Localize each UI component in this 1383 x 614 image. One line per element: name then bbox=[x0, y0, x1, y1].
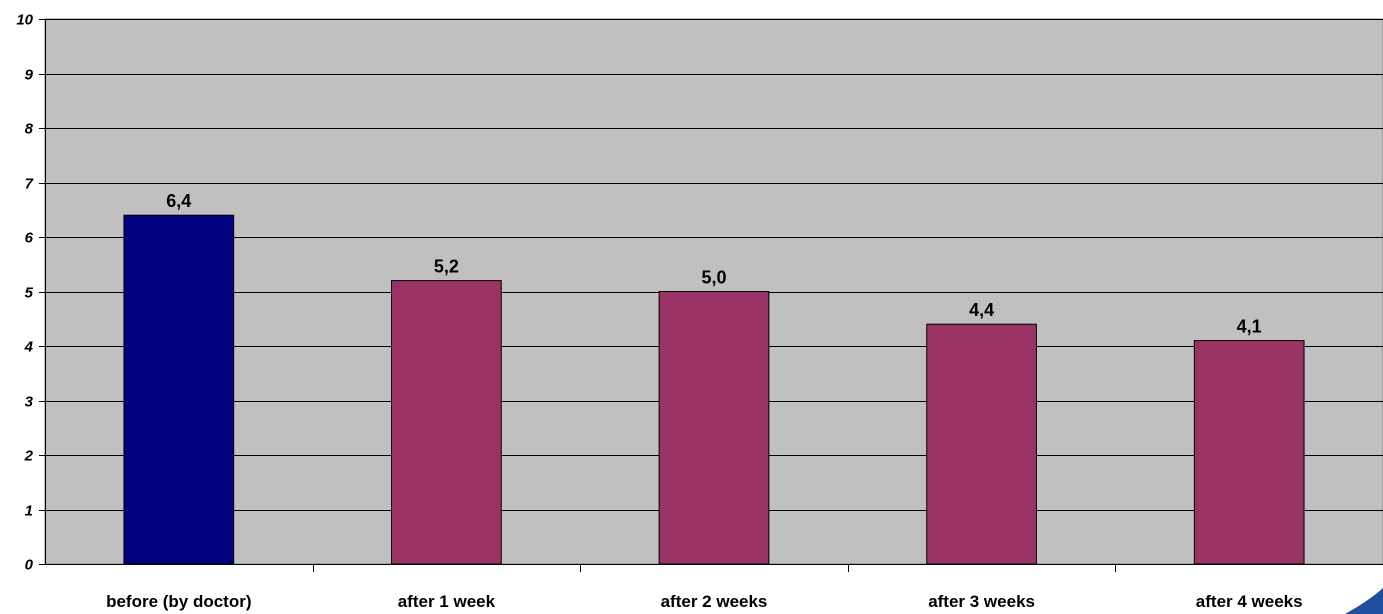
bar bbox=[123, 214, 235, 565]
y-tick-label: 4 bbox=[24, 339, 34, 356]
data-label: 6,4 bbox=[166, 191, 191, 211]
x-category-label: before (by doctor) bbox=[106, 592, 251, 611]
x-category-label: after 4 weeks bbox=[1196, 592, 1303, 611]
axes: 0 1 2 3 4 5 6 7 8 9 10 bbox=[16, 12, 1383, 574]
corner-swoosh-decoration bbox=[1345, 588, 1383, 614]
data-label: 5,0 bbox=[701, 268, 726, 288]
y-tick-label: 5 bbox=[25, 285, 34, 302]
bar bbox=[1193, 340, 1305, 565]
y-tick-label: 9 bbox=[25, 67, 34, 84]
bar bbox=[658, 291, 770, 565]
y-tick-label: 8 bbox=[25, 121, 34, 138]
bars bbox=[123, 214, 1305, 565]
x-category-label: after 1 week bbox=[398, 592, 496, 611]
bar bbox=[926, 323, 1037, 565]
bar bbox=[391, 280, 502, 565]
y-tick-label: 0 bbox=[25, 557, 34, 574]
y-tick-label: 7 bbox=[25, 176, 34, 193]
data-label: 4,4 bbox=[969, 300, 994, 320]
data-label: 4,1 bbox=[1237, 317, 1262, 337]
y-tick-label: 2 bbox=[24, 448, 34, 465]
x-category-label: after 3 weeks bbox=[928, 592, 1035, 611]
x-category-label: after 2 weeks bbox=[661, 592, 768, 611]
data-label: 5,2 bbox=[434, 257, 459, 277]
y-tick-label: 3 bbox=[25, 394, 34, 411]
y-tick-label: 1 bbox=[25, 503, 33, 520]
y-tick-label: 10 bbox=[16, 12, 33, 29]
y-tick-label: 6 bbox=[25, 230, 34, 247]
labels: 6,4 before (by doctor) 5,2 after 1 week 5,0 a… bbox=[106, 191, 1303, 611]
